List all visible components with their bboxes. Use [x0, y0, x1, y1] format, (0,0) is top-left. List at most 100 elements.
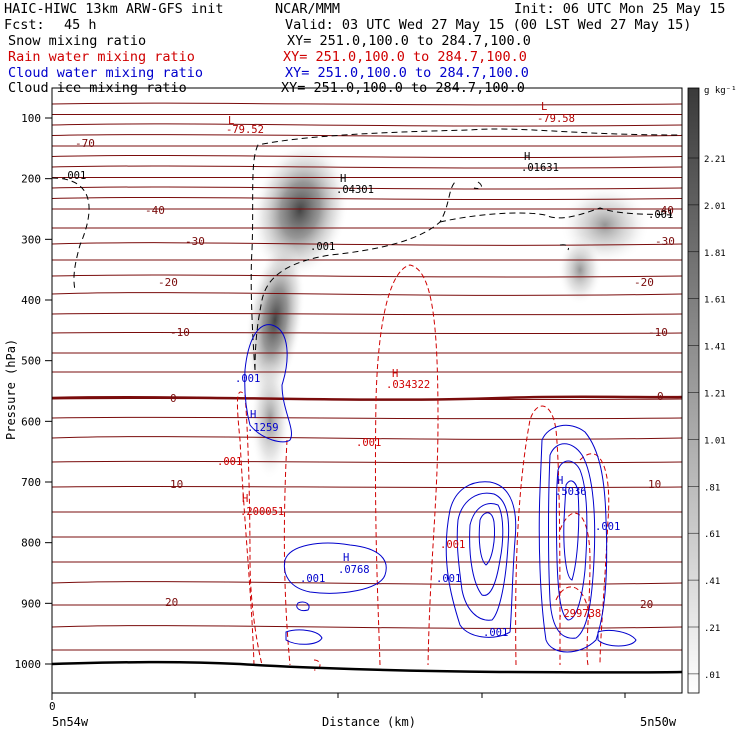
field-snow-name: Snow mixing ratio: [8, 33, 147, 49]
isotherm-label: -40: [654, 204, 674, 217]
temperature-isotherm: [52, 134, 682, 137]
colorbar: g kg⁻¹ 2.21 2.01 1.81 1.61 1.41 1.21 1.01 .81 .6…: [687, 86, 737, 694]
y-tick-label: 300: [21, 233, 41, 246]
contour-value-label: .001: [356, 437, 381, 449]
y-tick-label: 100: [21, 112, 41, 125]
contour-value-label: .001: [440, 539, 465, 551]
temperature-isotherm: [52, 242, 682, 246]
colorbar-label: .21: [704, 624, 720, 634]
contour-value-label: -79.52: [226, 124, 264, 136]
cloud-water-contours: [244, 324, 637, 653]
isotherm-label: -30: [655, 235, 675, 248]
contour-value-label: .299738: [557, 608, 601, 620]
colorbar-label: 1.41: [704, 343, 726, 353]
high-marker: H: [340, 173, 346, 185]
x-right-label: 5n50w: [640, 715, 677, 729]
colorbar-label: 2.21: [704, 155, 726, 165]
y-tick-label: 600: [21, 415, 41, 428]
valid-time: Valid: 03 UTC Wed 27 May 15 (00 LST Wed …: [285, 17, 692, 33]
contour-value-label: .001: [235, 373, 260, 385]
contour-value-label: .5036: [555, 486, 587, 498]
high-marker: H: [250, 409, 256, 421]
forecast-label: Fcst:: [4, 17, 45, 33]
temperature-isotherm: [52, 485, 682, 489]
y-tick-label: 500: [21, 355, 41, 368]
field-snow-xy: XY= 251.0,100.0 to 284.7,100.0: [287, 33, 531, 49]
y-axis: 100 200 300 400 500 600 700 800 900 1000: [15, 112, 52, 671]
temperature-isotherm: [52, 292, 682, 296]
x-origin-label: 0: [49, 700, 56, 713]
isotherm-label: 0: [657, 390, 664, 403]
temperature-isotherm: [52, 312, 682, 316]
temperature-isotherm: [52, 416, 682, 420]
contour-value-label: .001: [483, 627, 508, 639]
isotherm-label: 20: [165, 596, 178, 609]
isotherm-label: -20: [634, 276, 654, 289]
temperature-isotherm: [52, 625, 682, 629]
colorbar-label: .61: [704, 530, 720, 540]
temperature-isotherm: [52, 176, 682, 179]
field-cloud-water-name: Cloud water mixing ratio: [8, 65, 204, 81]
contour-value-label: .1259: [247, 422, 279, 434]
temperature-isotherm: [52, 227, 682, 229]
temperature-isotherm: [52, 145, 682, 147]
contour-value-label: .034322: [386, 379, 430, 391]
cloud-ice-contours: [52, 128, 682, 371]
temperature-isotherm: [52, 186, 682, 190]
isotherm-label: 20: [640, 598, 653, 611]
temperature-isotherm: [52, 113, 682, 116]
colorbar-label: 2.01: [704, 202, 726, 212]
y-tick-label: 1000: [15, 658, 42, 671]
isotherm-label: -70: [75, 137, 95, 150]
temperature-isotherm: [52, 536, 682, 538]
colorbar-label: .41: [704, 577, 720, 587]
isotherm-label: 10: [648, 478, 661, 491]
temperature-contours: -70 -40 -40 -30 -30 -20 -20 -10 -10 0 0 10 10 20 20: [52, 102, 682, 651]
colorbar-label: .01: [704, 671, 720, 681]
x-axis: 0 5n54w Distance (km) 5n50w: [49, 693, 677, 729]
colorbar-unit: g kg⁻¹: [704, 86, 737, 96]
y-tick-label: 700: [21, 476, 41, 489]
high-marker: H: [242, 493, 248, 505]
x-left-label: 5n54w: [52, 715, 89, 729]
contour-value-label: .001: [436, 573, 461, 585]
temperature-isotherm: [52, 510, 682, 514]
temperature-isotherm: [52, 123, 682, 127]
init-time: Init: 06 UTC Mon 25 May 15: [514, 1, 726, 17]
high-marker: H: [343, 552, 349, 564]
contour-value-label: .01631: [521, 162, 559, 174]
y-tick-label: 800: [21, 537, 41, 550]
isotherm-label: -10: [170, 326, 190, 339]
contour-value-label: .001: [648, 209, 673, 221]
high-marker: H: [392, 368, 398, 380]
terrain-surface: [51, 660, 683, 674]
forecast-hours: 45 h: [64, 17, 97, 33]
field-rain-name: Rain water mixing ratio: [8, 49, 195, 65]
y-tick-label: 200: [21, 173, 41, 186]
field-annotations: L-79.52L-79.58H.04301H.01631.001.001.001…: [61, 101, 673, 639]
contour-value-label: .001: [61, 170, 86, 182]
temperature-isotherm: [52, 102, 682, 106]
temperature-isotherm: [52, 604, 682, 606]
plot-frame: [51, 87, 683, 694]
y-axis-title: Pressure (hPa): [4, 339, 18, 440]
y-tick-label: 900: [21, 597, 41, 610]
temperature-isotherm: [52, 208, 682, 210]
organization-label: NCAR/MMM: [275, 1, 341, 17]
isotherm-label: -20: [158, 276, 178, 289]
contour-value-label: .0768: [338, 564, 370, 576]
contour-value-label: -79.58: [537, 113, 575, 125]
low-marker: L: [541, 101, 547, 113]
isotherm-label: -10: [648, 326, 668, 339]
zero-degree-isotherm: [52, 395, 682, 401]
high-marker: H: [557, 475, 563, 487]
isotherm-label: 10: [170, 478, 183, 491]
temperature-isotherm: [52, 274, 682, 278]
contour-value-label: .001: [217, 456, 242, 468]
temperature-isotherm: [52, 196, 682, 201]
temperature-isotherm: [52, 154, 682, 159]
colorbar-label: 1.81: [704, 249, 726, 259]
field-cloud-water-xy: XY= 251.0,100.0 to 284.7,100.0: [285, 65, 529, 81]
x-axis-title: Distance (km): [322, 715, 416, 729]
